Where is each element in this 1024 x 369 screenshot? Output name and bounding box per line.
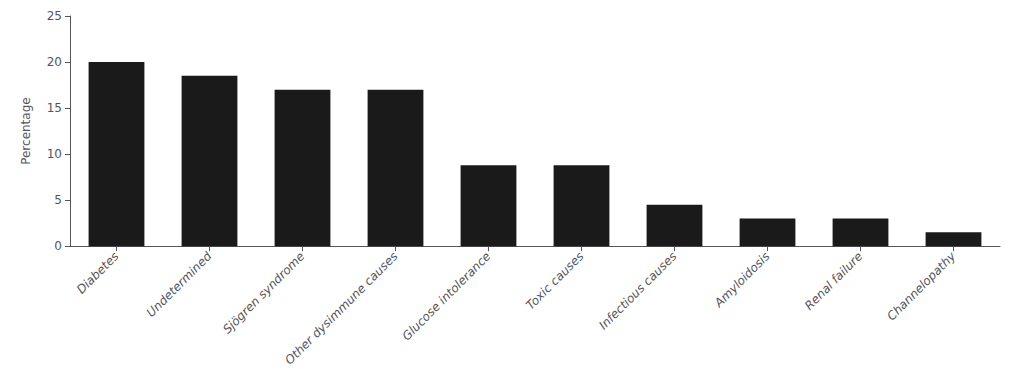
svg-text:Diabetes: Diabetes — [74, 249, 122, 297]
svg-text:Glucose intolerance: Glucose intolerance — [399, 249, 493, 343]
svg-text:Toxic causes: Toxic causes — [523, 249, 586, 312]
svg-text:Channelopathy: Channelopathy — [884, 249, 959, 324]
svg-text:10: 10 — [47, 147, 62, 161]
svg-text:Sjögren syndrome: Sjögren syndrome — [220, 249, 307, 336]
svg-text:25: 25 — [47, 9, 62, 23]
svg-text:Renal failure: Renal failure — [802, 249, 866, 313]
svg-text:Amyloidosis: Amyloidosis — [711, 249, 772, 310]
svg-text:0: 0 — [54, 239, 62, 253]
svg-text:5: 5 — [54, 193, 62, 207]
svg-text:Other dysimmune causes: Other dysimmune causes — [282, 249, 400, 367]
svg-text:Percentage: Percentage — [19, 97, 33, 165]
svg-text:Infectious causes: Infectious causes — [596, 249, 679, 332]
svg-text:20: 20 — [47, 55, 62, 69]
svg-text:Undetermined: Undetermined — [144, 249, 215, 320]
svg-text:15: 15 — [47, 101, 62, 115]
